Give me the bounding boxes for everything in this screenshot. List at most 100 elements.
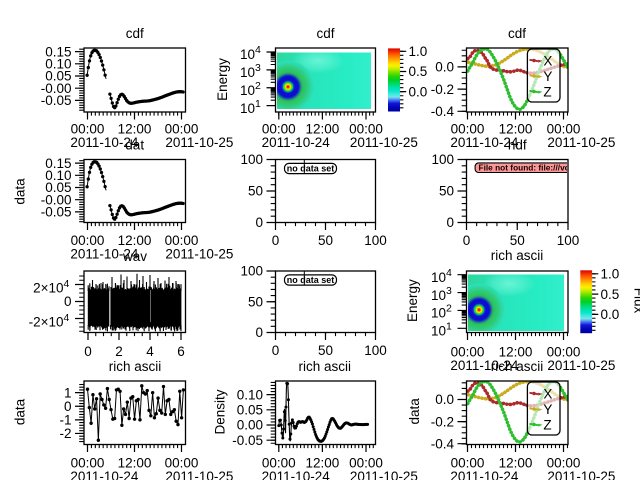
svg-text:2011-10-25: 2011-10-25 bbox=[547, 358, 615, 373]
svg-text:no data set: no data set bbox=[287, 163, 335, 173]
svg-text:-0.00: -0.00 bbox=[41, 192, 72, 207]
svg-text:2011-10-25: 2011-10-25 bbox=[165, 246, 233, 261]
svg-text:-0.4: -0.4 bbox=[431, 104, 455, 119]
svg-text:-1: -1 bbox=[59, 413, 71, 428]
svg-text:00:00: 00:00 bbox=[165, 233, 199, 248]
svg-text:-0.4: -0.4 bbox=[431, 436, 455, 451]
svg-text:0: 0 bbox=[64, 294, 72, 309]
svg-text:2011-10-24: 2011-10-24 bbox=[450, 358, 519, 373]
svg-text:0.10: 0.10 bbox=[45, 168, 71, 183]
svg-text:0: 0 bbox=[272, 343, 280, 358]
svg-text:2011-10-25: 2011-10-25 bbox=[350, 135, 418, 150]
svg-text:0.0: 0.0 bbox=[601, 307, 620, 322]
svg-text:2011-10-24: 2011-10-24 bbox=[262, 469, 331, 480]
svg-text:-0.00: -0.00 bbox=[41, 81, 72, 96]
svg-text:10: 10 bbox=[240, 47, 255, 62]
svg-text:1.0: 1.0 bbox=[409, 44, 428, 59]
svg-text:0.5: 0.5 bbox=[409, 64, 428, 79]
svg-text:-2: -2 bbox=[59, 426, 71, 441]
svg-text:1: 1 bbox=[446, 321, 452, 333]
svg-text:rich ascii: rich ascii bbox=[491, 359, 544, 374]
svg-text:4: 4 bbox=[255, 44, 261, 56]
svg-text:0: 0 bbox=[446, 215, 454, 230]
svg-text:-0.2: -0.2 bbox=[431, 414, 454, 429]
svg-text:50: 50 bbox=[318, 233, 333, 248]
svg-text:0.5: 0.5 bbox=[601, 287, 620, 302]
svg-text:12:00: 12:00 bbox=[499, 122, 533, 137]
svg-text:100: 100 bbox=[557, 233, 580, 248]
svg-text:2011-10-24: 2011-10-24 bbox=[450, 469, 519, 480]
svg-text:00:00: 00:00 bbox=[71, 233, 105, 248]
svg-text:Density: Density bbox=[213, 389, 228, 434]
svg-text:cdf: cdf bbox=[126, 26, 144, 41]
svg-text:00:00: 00:00 bbox=[71, 122, 105, 137]
svg-text:3: 3 bbox=[255, 62, 261, 74]
svg-text:10: 10 bbox=[240, 83, 255, 98]
svg-text:1: 1 bbox=[255, 98, 261, 110]
svg-text:Energy: Energy bbox=[215, 58, 230, 101]
svg-text:0.0: 0.0 bbox=[435, 60, 454, 75]
svg-text:50: 50 bbox=[318, 343, 333, 358]
svg-text:10: 10 bbox=[240, 65, 255, 80]
svg-text:Y: Y bbox=[543, 69, 552, 84]
svg-text:0.05: 0.05 bbox=[237, 403, 263, 418]
svg-text:2011-10-25: 2011-10-25 bbox=[165, 469, 233, 480]
svg-text:no data set: no data set bbox=[287, 275, 335, 285]
svg-text:hdf: hdf bbox=[508, 138, 527, 153]
svg-text:-0.05: -0.05 bbox=[41, 93, 72, 108]
svg-text:00:00: 00:00 bbox=[71, 456, 105, 471]
svg-text:100: 100 bbox=[240, 264, 263, 279]
svg-text:rich ascii: rich ascii bbox=[299, 359, 352, 374]
svg-text:File not found: file:///vol/da: File not found: file:///vol/data/a.h5 bbox=[479, 163, 611, 173]
svg-text:0.0: 0.0 bbox=[435, 392, 454, 407]
svg-text:0: 0 bbox=[255, 215, 263, 230]
svg-text:3: 3 bbox=[446, 285, 452, 297]
svg-text:data: data bbox=[13, 398, 28, 425]
svg-text:10: 10 bbox=[431, 288, 446, 303]
svg-text:rich ascii: rich ascii bbox=[109, 359, 162, 374]
svg-text:Energy: Energy bbox=[405, 279, 420, 322]
svg-text:2011-10-25: 2011-10-25 bbox=[547, 469, 615, 480]
svg-text:12:00: 12:00 bbox=[499, 345, 533, 360]
svg-text:2: 2 bbox=[115, 344, 123, 359]
svg-text:1: 1 bbox=[64, 385, 72, 400]
svg-text:rich ascii: rich ascii bbox=[491, 248, 544, 263]
svg-text:00:00: 00:00 bbox=[547, 345, 581, 360]
svg-text:12:00: 12:00 bbox=[118, 456, 152, 471]
svg-text:50: 50 bbox=[439, 184, 454, 199]
svg-text:100: 100 bbox=[431, 152, 454, 167]
svg-text:Z: Z bbox=[543, 417, 551, 432]
svg-text:2011-10-24: 2011-10-24 bbox=[262, 135, 331, 150]
svg-text:12:00: 12:00 bbox=[306, 122, 340, 137]
svg-text:Y: Y bbox=[543, 402, 552, 417]
svg-text:12:00: 12:00 bbox=[499, 456, 533, 471]
svg-text:2: 2 bbox=[446, 303, 452, 315]
svg-text:dat: dat bbox=[125, 138, 144, 153]
svg-text:-0.05: -0.05 bbox=[232, 433, 263, 448]
svg-text:10: 10 bbox=[431, 270, 446, 285]
svg-text:50: 50 bbox=[248, 294, 263, 309]
svg-text:50: 50 bbox=[510, 233, 525, 248]
svg-text:10: 10 bbox=[431, 306, 446, 321]
svg-text:0.05: 0.05 bbox=[45, 180, 71, 195]
svg-text:2011-10-24: 2011-10-24 bbox=[70, 135, 139, 150]
svg-text:12:00: 12:00 bbox=[306, 456, 340, 471]
svg-text:00:00: 00:00 bbox=[165, 122, 199, 137]
svg-text:2011-10-24: 2011-10-24 bbox=[70, 469, 139, 480]
svg-text:2011-10-24: 2011-10-24 bbox=[450, 135, 519, 150]
svg-text:100: 100 bbox=[364, 343, 387, 358]
svg-text:2011-10-24: 2011-10-24 bbox=[70, 246, 139, 261]
svg-text:X: X bbox=[543, 386, 552, 401]
svg-text:2011-10-25: 2011-10-25 bbox=[165, 135, 233, 150]
svg-text:2011-10-25: 2011-10-25 bbox=[350, 469, 418, 480]
svg-text:cdf: cdf bbox=[316, 26, 334, 41]
svg-text:0: 0 bbox=[272, 233, 280, 248]
svg-text:00:00: 00:00 bbox=[165, 456, 199, 471]
svg-text:0.10: 0.10 bbox=[237, 387, 263, 402]
svg-text:00:00: 00:00 bbox=[349, 456, 383, 471]
svg-text:0: 0 bbox=[64, 399, 72, 414]
svg-text:1.0: 1.0 bbox=[601, 267, 620, 282]
svg-text:4: 4 bbox=[146, 344, 154, 359]
svg-text:-0.05: -0.05 bbox=[41, 205, 72, 220]
svg-text:-0.2: -0.2 bbox=[431, 82, 454, 97]
